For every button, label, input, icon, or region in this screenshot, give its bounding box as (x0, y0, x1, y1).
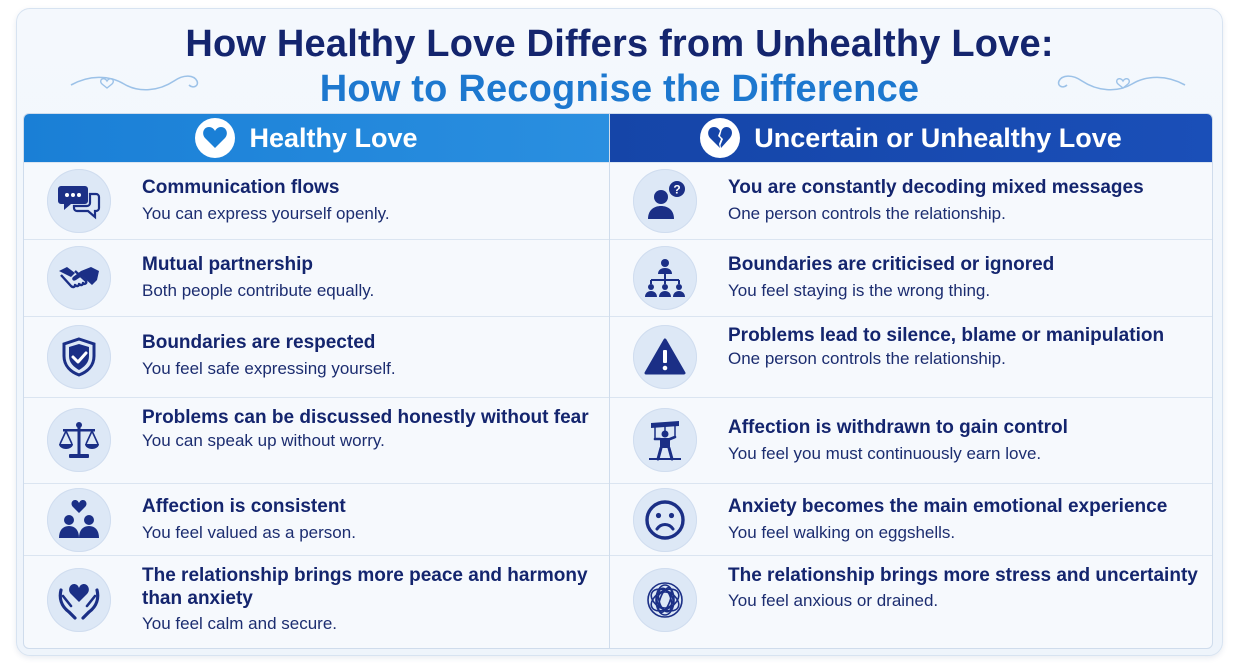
shield-check-icon (47, 325, 111, 389)
handshake-icon (47, 246, 111, 310)
item-heading: The relationship brings more stress and … (728, 565, 1198, 586)
healthy-header: Healthy Love (24, 114, 609, 162)
item-heading: Affection is withdrawn to gain control (728, 417, 1068, 438)
scales-icon (47, 408, 111, 472)
item-heading: You are constantly decoding mixed messag… (728, 177, 1144, 198)
left-flourish-icon (70, 75, 199, 91)
list-item: Problems can be discussed honestly witho… (24, 397, 609, 483)
item-subtext: You feel calm and secure. (142, 614, 337, 633)
hands-heart-icon (47, 568, 111, 632)
infographic-card: How Healthy Love Differs from Unhealthy … (16, 8, 1223, 656)
item-subtext: You feel staying is the wrong thing. (728, 281, 991, 300)
list-item: Affection is consistent You feel valued … (24, 483, 609, 555)
item-heading: Problems can be discussed honestly witho… (142, 407, 589, 428)
item-heading: Problems lead to silence, blame or manip… (728, 325, 1165, 346)
item-subtext: You can express yourself openly. (142, 204, 390, 223)
sad-face-icon (633, 488, 697, 552)
title-block: How Healthy Love Differs from Unhealthy … (17, 21, 1222, 111)
list-item: Mutual partnership Both people contribut… (24, 239, 609, 316)
broken-heart-icon (700, 118, 741, 158)
list-item: The relationship brings more stress and … (610, 555, 1212, 648)
svg-text:?: ? (673, 183, 680, 197)
item-heading: Communication flows (142, 177, 340, 198)
unhealthy-header-label: Uncertain or Unhealthy Love (754, 122, 1122, 153)
item-heading: The relationship brings more peace and h… (142, 565, 588, 609)
item-subtext: Both people contribute equally. (142, 281, 375, 300)
item-heading: Mutual partnership (142, 254, 314, 275)
list-item: Boundaries are criticised or ignored You… (610, 239, 1212, 316)
item-heading: Affection is consistent (142, 496, 346, 517)
page-title: How Healthy Love Differs from Unhealthy … (185, 23, 1054, 65)
comparison-table: Healthy Love Communication flows You can… (23, 113, 1213, 649)
list-item: Anxiety becomes the main emotional exper… (610, 483, 1212, 555)
warning-icon (633, 325, 697, 389)
person-question-icon: ? (633, 169, 697, 233)
list-item: ? You are constantly decoding mixed mess… (610, 162, 1212, 239)
item-subtext: You feel walking on eggshells. (728, 523, 956, 542)
puppet-icon (633, 408, 697, 472)
tangle-icon (633, 568, 697, 632)
list-item: Problems lead to silence, blame or manip… (610, 316, 1212, 397)
item-subtext: You feel you must continuously earn love… (728, 444, 1042, 463)
chat-bubbles-icon (47, 169, 111, 233)
item-subtext: You feel safe expressing yourself. (142, 359, 396, 378)
list-item: Boundaries are respected You feel safe e… (24, 316, 609, 397)
item-subtext: You feel anxious or drained. (728, 591, 939, 610)
item-subtext: You can speak up without worry. (142, 431, 385, 450)
unhealthy-column: Uncertain or Unhealthy Love ? You are co… (610, 114, 1212, 648)
people-heart-icon (47, 488, 111, 552)
right-flourish-icon (1057, 75, 1186, 91)
hierarchy-icon (633, 246, 697, 310)
healthy-column: Healthy Love Communication flows You can… (24, 114, 610, 648)
healthy-header-label: Healthy Love (249, 122, 418, 153)
list-item: Affection is withdrawn to gain control Y… (610, 397, 1212, 483)
page-subtitle: How to Recognise the Difference (319, 68, 920, 110)
item-heading: Anxiety becomes the main emotional exper… (728, 496, 1168, 517)
item-subtext: One person controls the relationship. (728, 204, 1006, 223)
unhealthy-header: Uncertain or Unhealthy Love (610, 114, 1212, 162)
item-subtext: One person controls the relationship. (728, 349, 1006, 368)
heart-icon (195, 118, 236, 158)
item-heading: Boundaries are respected (142, 332, 376, 353)
item-heading: Boundaries are criticised or ignored (728, 254, 1055, 275)
list-item: The relationship brings more peace and h… (24, 555, 609, 648)
item-subtext: You feel valued as a person. (142, 523, 356, 542)
list-item: Communication flows You can express your… (24, 162, 609, 239)
